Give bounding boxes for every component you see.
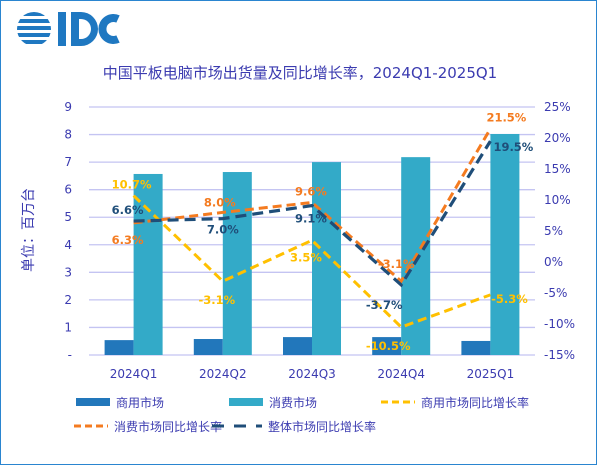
commercial-growth-data-label: -3.1% [198, 293, 235, 307]
x-tick-label: 2024Q2 [199, 367, 247, 381]
consumer-growth-line [133, 127, 492, 284]
total-growth-data-label: 19.5% [493, 140, 533, 154]
bar-consumer [312, 162, 341, 355]
y2-tick-label: 25% [544, 100, 571, 114]
bar-commercial [461, 340, 491, 355]
legend-item: 消费市场同比增长率 [114, 419, 222, 434]
x-tick-label: 2024Q1 [110, 367, 158, 381]
bar-consumer [222, 172, 252, 355]
bar-commercial [372, 337, 402, 355]
y2-tick-label: 20% [544, 131, 571, 145]
total-growth-data-label: -3.7% [366, 298, 403, 312]
y-tick-label: 2 [64, 293, 72, 307]
total-growth-data-label: 7.0% [207, 223, 239, 237]
legend-swatch [76, 398, 110, 406]
y2-tick-label: 15% [544, 162, 571, 176]
legend-swatch [229, 398, 263, 406]
y-axis-label: 单位：百万台 [21, 188, 37, 272]
legend-item: 整体市场同比增长率 [268, 419, 376, 434]
y-tick-label: 1 [64, 320, 72, 334]
y-tick-label: 3 [64, 265, 72, 279]
y2-tick-label: 5% [544, 224, 563, 238]
x-tick-label: 2024Q3 [288, 367, 336, 381]
y2-tick-label: -5% [544, 286, 567, 300]
y2-tick-label: 0% [544, 255, 563, 269]
bar-consumer [133, 173, 163, 355]
legend-item: 商用市场 [116, 395, 164, 410]
legend-item: 商用市场同比增长率 [421, 395, 529, 410]
y2-tick-label: -15% [544, 348, 575, 362]
commercial-growth-data-label: 3.5% [290, 250, 322, 264]
bar-commercial [283, 337, 312, 355]
commercial-growth-data-label: 10.7% [112, 178, 152, 192]
total-growth-data-label: 9.1% [295, 212, 327, 226]
legend-item: 消费市场 [269, 395, 317, 410]
consumer-growth-data-label: 8.0% [204, 195, 236, 209]
chart-title: 中国平板电脑市场出货量及同比增长率，2024Q1-2025Q1 [103, 64, 497, 82]
commercial-growth-data-label: -5.3% [491, 292, 528, 306]
y-tick-label: 5 [64, 210, 72, 224]
consumer-growth-data-label: 21.5% [486, 111, 526, 125]
x-tick-label: 2024Q4 [377, 367, 425, 381]
consumer-growth-data-label: 6.3% [112, 233, 144, 247]
y-tick-label: - [68, 348, 72, 362]
y-tick-label: 8 [64, 128, 72, 142]
bar-commercial [193, 339, 223, 355]
y-tick-label: 6 [64, 183, 72, 197]
y-tick-label: 7 [64, 155, 72, 169]
y2-tick-label: 10% [544, 193, 571, 207]
y2-tick-label: -10% [544, 317, 575, 331]
y-tick-label: 9 [64, 100, 72, 114]
y-tick-label: 4 [64, 238, 72, 252]
consumer-growth-data-label: -3.1% [378, 257, 415, 271]
total-growth-line [133, 140, 492, 288]
idc-logo [17, 12, 120, 46]
total-growth-data-label: 6.6% [112, 203, 144, 217]
consumer-growth-data-label: 9.6% [295, 184, 327, 198]
x-tick-label: 2025Q1 [467, 367, 515, 381]
bar-consumer [490, 134, 520, 355]
bar-commercial [104, 340, 134, 355]
commercial-growth-data-label: -10.5% [366, 339, 411, 353]
